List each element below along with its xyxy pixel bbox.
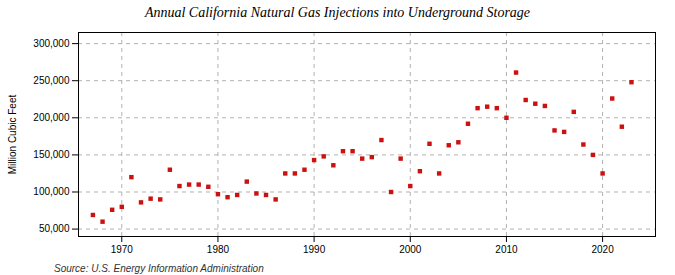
svg-text:1990: 1990: [303, 244, 326, 255]
svg-text:1970: 1970: [111, 244, 134, 255]
html-text:Annual California Natural Gas: Annual California Natural Gas Injections…: [144, 5, 531, 20]
svg-text:2000: 2000: [399, 244, 422, 255]
svg-text:2010: 2010: [495, 244, 518, 255]
svg-text:2020: 2020: [591, 244, 614, 255]
svg-text:Million Cubic Feet: Million Cubic Feet: [7, 95, 18, 175]
svg-text:300,000: 300,000: [33, 38, 70, 49]
svg-text:100,000: 100,000: [33, 186, 70, 197]
svg-text:1980: 1980: [207, 244, 230, 255]
svg-text:50,000: 50,000: [39, 223, 70, 234]
svg-text:200,000: 200,000: [33, 112, 70, 123]
svg-text:150,000: 150,000: [33, 149, 70, 160]
svg-text:250,000: 250,000: [33, 75, 70, 86]
html-text:Source: U.S. Energy Informatio: Source: U.S. Energy Information Administ…: [54, 263, 264, 274]
